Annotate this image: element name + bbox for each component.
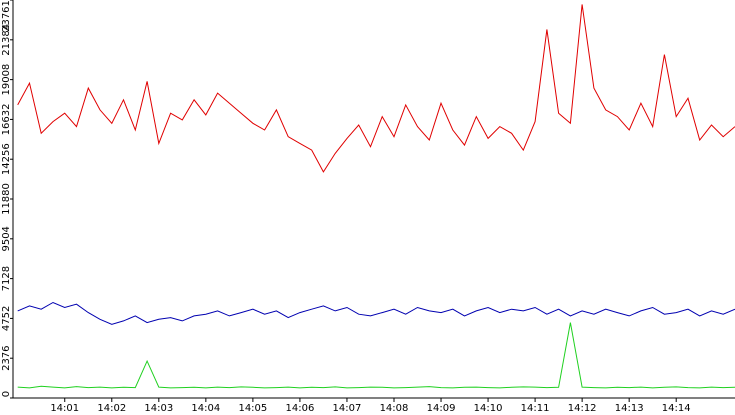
x-tick-label: 14:11 xyxy=(521,403,550,414)
y-tick-label: 14256 xyxy=(1,143,12,175)
y-tick-label: 23761 xyxy=(1,0,12,32)
x-tick-label: 14:07 xyxy=(333,403,362,414)
x-tick-label: 14:03 xyxy=(144,403,173,414)
x-tick-label: 14:04 xyxy=(191,403,220,414)
y-tick-label: 11880 xyxy=(1,183,12,215)
y-tick-label: 21384 xyxy=(1,24,12,56)
x-tick-label: 14:13 xyxy=(615,403,644,414)
y-tick-label: 9504 xyxy=(1,226,12,251)
series-line xyxy=(17,322,735,389)
x-tick-label: 14:06 xyxy=(286,403,315,414)
x-tick-label: 14:01 xyxy=(50,403,79,414)
y-tick-label: 7128 xyxy=(1,266,12,291)
series-line xyxy=(17,301,735,325)
x-tick-label: 14:08 xyxy=(380,403,409,414)
x-tick-label: 14:12 xyxy=(568,403,597,414)
y-tick-label: 0 xyxy=(1,391,12,397)
x-tick-label: 14:02 xyxy=(97,403,126,414)
y-tick-label: 16632 xyxy=(1,104,12,136)
x-tick-label: 14:05 xyxy=(238,403,267,414)
y-tick-label: 4752 xyxy=(1,306,12,331)
y-tick-label: 2376 xyxy=(1,345,12,370)
y-tick-label: 19008 xyxy=(1,64,12,96)
x-tick-label: 14:10 xyxy=(474,403,503,414)
series-line xyxy=(17,4,735,173)
x-tick-label: 14:14 xyxy=(662,403,691,414)
x-tick-label: 14:09 xyxy=(427,403,456,414)
